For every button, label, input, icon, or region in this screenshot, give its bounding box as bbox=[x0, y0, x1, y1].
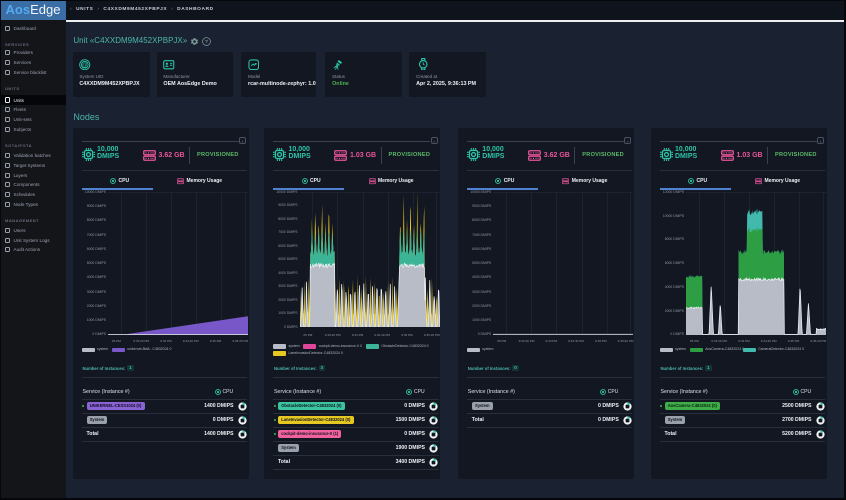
svg-text:?: ? bbox=[205, 39, 208, 45]
svg-text:@: @ bbox=[82, 62, 87, 68]
